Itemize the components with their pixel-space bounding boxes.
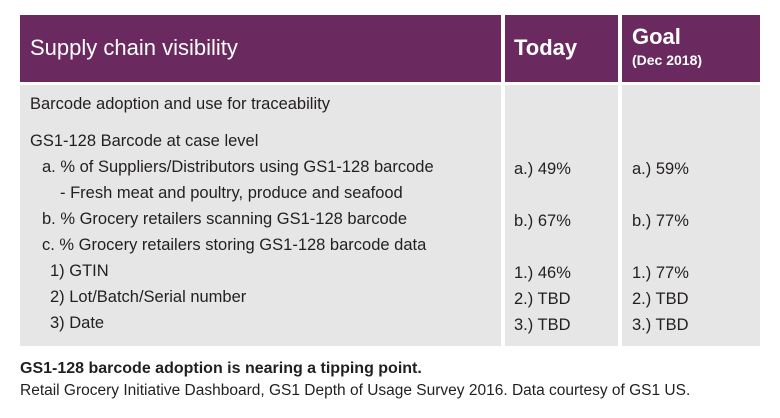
today-value: 1.) 46% <box>514 264 571 282</box>
row-label: c. % Grocery retailers storing GS1-128 b… <box>42 236 427 254</box>
body-cell <box>622 85 760 346</box>
row-label: a. % of Suppliers/Distributors using GS1… <box>42 158 434 176</box>
today-value: b.) 67% <box>514 212 571 230</box>
row-label: Barcode adoption and use for traceabilit… <box>30 95 330 113</box>
row-label: b. % Grocery retailers scanning GS1-128 … <box>42 210 408 228</box>
goal-value: 3.) TBD <box>632 316 689 334</box>
caption-source: Retail Grocery Initiative Dashboard, GS1… <box>20 382 691 399</box>
header-goal: Goal <box>632 24 681 49</box>
body-cell <box>505 85 618 346</box>
goal-value: a.) 59% <box>632 160 689 178</box>
goal-value: b.) 77% <box>632 212 689 230</box>
row-label: - Fresh meat and poultry, produce and se… <box>60 184 403 202</box>
today-value: 2.) TBD <box>514 290 571 308</box>
header-goal-note: (Dec 2018) <box>632 52 703 68</box>
row-label: 2) Lot/Batch/Serial number <box>50 288 247 306</box>
caption-headline: GS1-128 barcode adoption is nearing a ti… <box>20 360 422 377</box>
goal-value: 2.) TBD <box>632 290 689 308</box>
header-cell <box>622 15 760 82</box>
header-today: Today <box>514 35 578 60</box>
header-cell <box>505 15 618 82</box>
header-title: Supply chain visibility <box>30 35 238 60</box>
header-cell <box>20 15 501 82</box>
row-label: 1) GTIN <box>50 262 109 280</box>
row-label: 3) Date <box>50 314 105 332</box>
today-value: 3.) TBD <box>514 316 571 334</box>
body-cell <box>20 85 501 346</box>
goal-value: 1.) 77% <box>632 264 689 282</box>
today-value: a.) 49% <box>514 160 571 178</box>
row-label: GS1-128 Barcode at case level <box>30 132 259 150</box>
